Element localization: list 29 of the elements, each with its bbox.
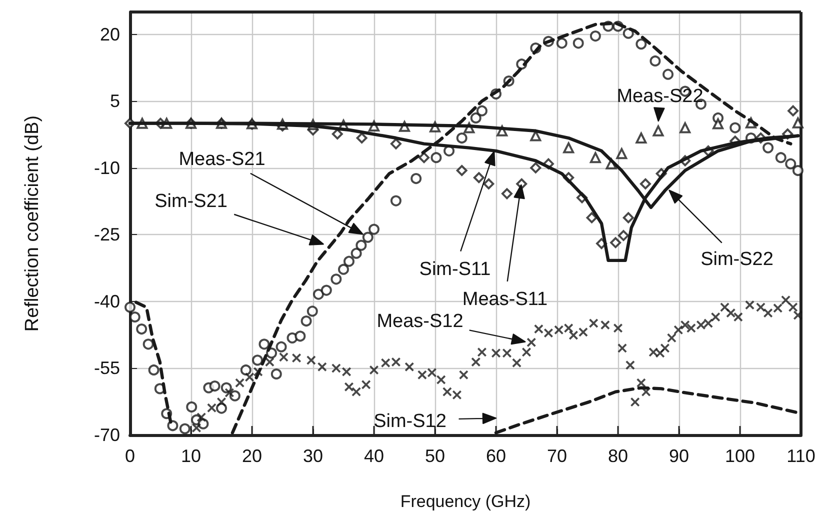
annotation: Sim-S22 [700, 249, 774, 270]
annotation: Meas-S12 [376, 311, 464, 332]
annotation: Meas-S21 [178, 149, 266, 170]
x-tick-label: 40 [364, 446, 384, 466]
y-tick-label: 5 [110, 91, 120, 112]
x-tick-label: 80 [608, 446, 628, 466]
annotation: Meas-S22 [616, 86, 704, 107]
annotation: Sim-S21 [154, 191, 228, 212]
x-tick-label: 100 [724, 446, 756, 466]
x-tick-label: 10 [180, 446, 202, 466]
y-tick-label: -40 [94, 291, 120, 312]
x-tick-label: 50 [424, 446, 446, 466]
annotation: Sim-S12 [374, 411, 446, 432]
x-tick-label: 110 [786, 446, 816, 466]
y-axis-title: Reflection coefficient (dB) [22, 115, 43, 332]
x-tick-label: 90 [668, 446, 690, 466]
y-tick-label: 20 [100, 24, 120, 44]
annotation: Sim-S11 [419, 259, 491, 280]
x-tick-label: 60 [486, 446, 506, 466]
x-axis-title: Frequency (GHz) [400, 492, 531, 511]
x-tick-label: 70 [546, 446, 568, 466]
x-tick-label: 20 [242, 446, 262, 466]
y-tick-label: -10 [94, 158, 120, 178]
y-tick-label: -55 [94, 358, 120, 378]
x-tick-label: 0 [124, 446, 136, 466]
y-tick-label: -25 [94, 224, 120, 245]
annotation: Meas-S11 [462, 289, 548, 310]
x-tick-label: 30 [302, 446, 324, 466]
y-tick-label: -70 [94, 425, 120, 445]
